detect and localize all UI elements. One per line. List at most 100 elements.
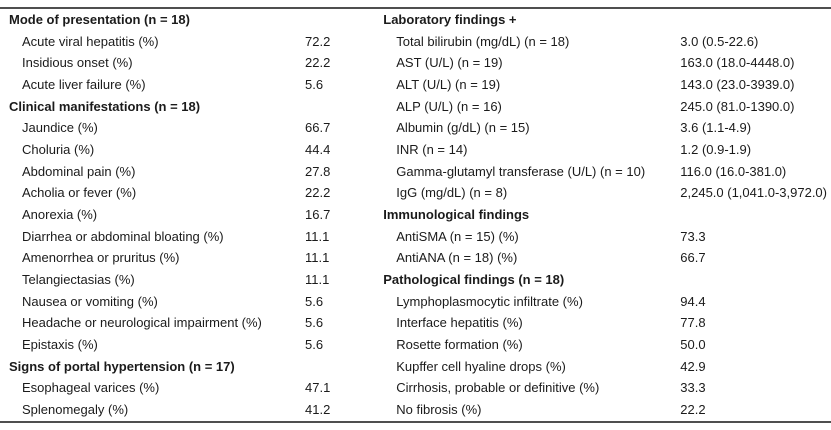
row-value: 5.6 — [305, 337, 324, 353]
table-row: Lymphoplasmocytic infiltrate (%) 94.4 — [383, 291, 827, 313]
row-value: 11.1 — [305, 228, 330, 244]
row-label: Jaundice (%) — [22, 120, 98, 136]
row-value: 50.0 — [680, 337, 706, 353]
row-value: 33.3 — [680, 380, 706, 396]
row-label: Rosette formation (%) — [396, 337, 523, 353]
row-label: Telangiectasias (%) — [22, 272, 135, 288]
section-header-row: Laboratory findings + — [383, 9, 827, 31]
row-value: 3.6 (1.1-4.9) — [680, 120, 752, 136]
section-header-label: Pathological findings (n = 18) — [383, 272, 565, 288]
table-row: ALP (U/L) (n = 16) 245.0 (81.0-1390.0) — [383, 96, 827, 118]
table-row: No fibrosis (%) 22.2 — [383, 399, 827, 421]
table-row: Esophageal varices (%) 47.1 — [9, 377, 375, 399]
row-value: 22.2 — [305, 185, 331, 201]
row-label: Acute liver failure (%) — [22, 77, 146, 93]
row-label: AntiANA (n = 18) (%) — [396, 250, 518, 266]
row-label: Cirrhosis, probable or definitive (%) — [396, 380, 600, 396]
table-row: Cirrhosis, probable or definitive (%) 33.… — [383, 377, 827, 399]
table-row: AntiSMA (n = 15) (%) 73.3 — [383, 226, 827, 248]
table-row: Gamma-glutamyl transferase (U/L) (n = 10… — [383, 161, 827, 183]
table-row: Headache or neurological impairment (%) 5… — [9, 312, 375, 334]
section-header-label: Signs of portal hypertension (n = 17) — [9, 358, 235, 374]
table-row: Abdominal pain (%) 27.8 — [9, 161, 375, 183]
row-label: Nausea or vomiting (%) — [22, 293, 158, 309]
row-label: ALP (U/L) (n = 16) — [396, 98, 502, 114]
row-value: 11.1 — [305, 250, 330, 266]
row-label: Amenorrhea or pruritus (%) — [22, 250, 180, 266]
row-value: 2,245.0 (1,041.0-3,972.0) — [680, 185, 827, 201]
section-header-label: Immunological findings — [383, 207, 530, 223]
row-label: No fibrosis (%) — [396, 402, 482, 418]
row-label: INR (n = 14) — [396, 142, 468, 158]
section-header-label: Laboratory findings + — [383, 12, 517, 27]
row-value: 245.0 (81.0-1390.0) — [680, 98, 795, 114]
row-label: IgG (mg/dL) (n = 8) — [396, 185, 508, 201]
row-value: 77.8 — [680, 315, 706, 331]
row-label: Splenomegaly (%) — [22, 402, 129, 418]
row-value: 143.0 (23.0-3939.0) — [680, 77, 795, 93]
row-value: 72.2 — [305, 33, 331, 49]
section-header-label: Mode of presentation (n = 18) — [9, 12, 190, 27]
row-label: Gamma-glutamyl transferase (U/L) (n = 10… — [396, 163, 646, 179]
table-row: Epistaxis (%) 5.6 — [9, 334, 375, 356]
row-label: Interface hepatitis (%) — [396, 315, 523, 331]
row-value: 27.8 — [305, 163, 331, 179]
table-row: Amenorrhea or pruritus (%) 11.1 — [9, 247, 375, 269]
row-value: 16.7 — [305, 207, 331, 223]
row-label: Headache or neurological impairment (%) — [22, 315, 262, 331]
clinical-characteristics-table: Mode of presentation (n = 18) Acute viral… — [0, 7, 831, 423]
row-label: Insidious onset (%) — [22, 55, 133, 71]
row-value: 116.0 (16.0-381.0) — [680, 163, 787, 179]
section-header-label: Clinical manifestations (n = 18) — [9, 98, 201, 114]
row-value: 73.3 — [680, 228, 706, 244]
row-label: Kupffer cell hyaline drops (%) — [396, 358, 566, 374]
table-row: Acute viral hepatitis (%) 72.2 — [9, 31, 375, 53]
row-label: Abdominal pain (%) — [22, 163, 136, 179]
row-label: Albumin (g/dL) (n = 15) — [396, 120, 530, 136]
row-label: Choluria (%) — [22, 142, 95, 158]
row-value: 22.2 — [680, 402, 706, 418]
table-row: Anorexia (%) 16.7 — [9, 204, 375, 226]
row-value: 94.4 — [680, 293, 706, 309]
table-row: AST (U/L) (n = 19) 163.0 (18.0-4448.0) — [383, 52, 827, 74]
table-row: Total bilirubin (mg/dL) (n = 18) 3.0 (0.5… — [383, 31, 827, 53]
row-value: 5.6 — [305, 293, 324, 309]
row-label: Epistaxis (%) — [22, 337, 98, 353]
row-label: Acute viral hepatitis (%) — [22, 33, 159, 49]
table-row: Kupffer cell hyaline drops (%) 42.9 — [383, 356, 827, 378]
row-label: Total bilirubin (mg/dL) (n = 18) — [396, 33, 570, 49]
table-row: Albumin (g/dL) (n = 15) 3.6 (1.1-4.9) — [383, 117, 827, 139]
table-row: Choluria (%) 44.4 — [9, 139, 375, 161]
row-value: 66.7 — [680, 250, 706, 266]
table-row: IgG (mg/dL) (n = 8) 2,245.0 (1,041.0-3,97… — [383, 182, 827, 204]
table-row: Insidious onset (%) 22.2 — [9, 52, 375, 74]
table-row: Jaundice (%) 66.7 — [9, 117, 375, 139]
section-header-row: Clinical manifestations (n = 18) — [9, 96, 375, 118]
table-row: AntiANA (n = 18) (%) 66.7 — [383, 247, 827, 269]
section-header-row: Immunological findings — [383, 204, 827, 226]
row-value: 11.1 — [305, 272, 330, 288]
table-row: Nausea or vomiting (%) 5.6 — [9, 291, 375, 313]
table-row: Telangiectasias (%) 11.1 — [9, 269, 375, 291]
row-label: AntiSMA (n = 15) (%) — [396, 228, 519, 244]
row-value: 47.1 — [305, 380, 331, 396]
table-row: Acute liver failure (%) 5.6 — [9, 74, 375, 96]
section-header-row: Mode of presentation (n = 18) — [9, 9, 375, 31]
row-label: Lymphoplasmocytic infiltrate (%) — [396, 293, 583, 309]
row-value: 42.9 — [680, 358, 706, 374]
table-row: INR (n = 14) 1.2 (0.9-1.9) — [383, 139, 827, 161]
row-value: 66.7 — [305, 120, 331, 136]
table-row: ALT (U/L) (n = 19) 143.0 (23.0-3939.0) — [383, 74, 827, 96]
row-value: 41.2 — [305, 402, 331, 418]
row-label: AST (U/L) (n = 19) — [396, 55, 503, 71]
row-value: 5.6 — [305, 315, 324, 331]
row-label: Acholia or fever (%) — [22, 185, 137, 201]
row-value: 44.4 — [305, 142, 331, 158]
table-left-column: Mode of presentation (n = 18) Acute viral… — [0, 9, 375, 421]
section-header-row: Pathological findings (n = 18) — [383, 269, 827, 291]
table-right-column: Laboratory findings + Total bilirubin (mg… — [375, 9, 831, 421]
row-value: 3.0 (0.5-22.6) — [680, 33, 759, 49]
row-value: 163.0 (18.0-4448.0) — [680, 55, 795, 71]
row-value: 1.2 (0.9-1.9) — [680, 142, 752, 158]
row-label: ALT (U/L) (n = 19) — [396, 77, 501, 93]
